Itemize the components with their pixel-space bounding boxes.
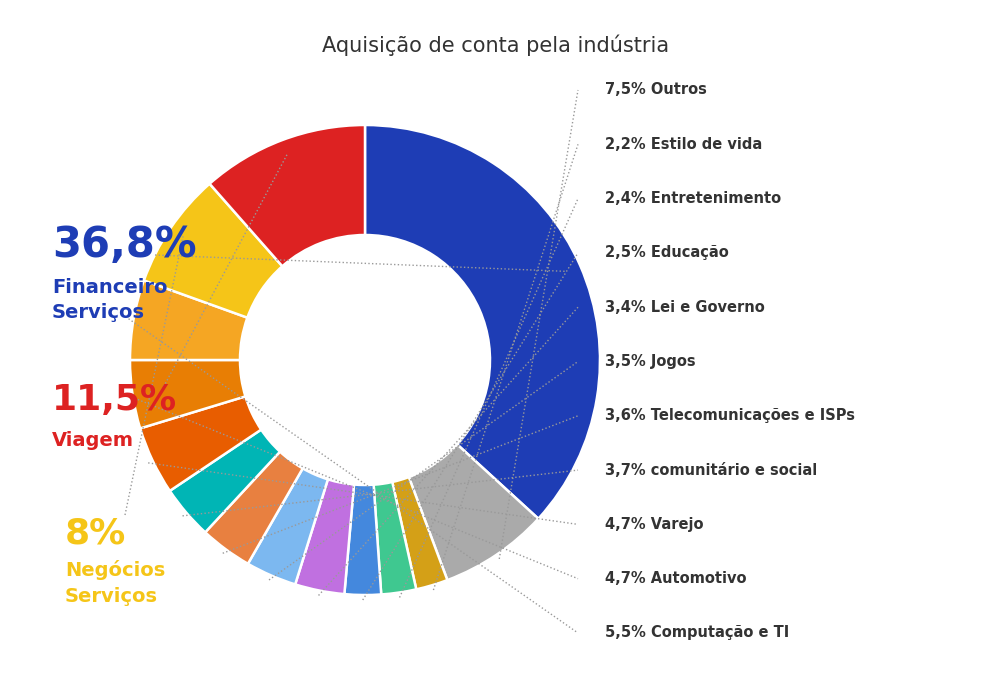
Wedge shape	[296, 479, 354, 594]
Text: Negócios
Serviços: Negócios Serviços	[65, 560, 166, 605]
Text: 3,4% Lei e Governo: 3,4% Lei e Governo	[605, 300, 765, 315]
Text: 4,7% Automotivo: 4,7% Automotivo	[605, 571, 747, 586]
Text: Viagem: Viagem	[52, 431, 134, 450]
Wedge shape	[140, 396, 261, 491]
Wedge shape	[374, 482, 417, 595]
Text: 36,8%: 36,8%	[52, 224, 196, 266]
Wedge shape	[130, 280, 247, 360]
Wedge shape	[409, 444, 539, 580]
Text: 2,4% Entretenimento: 2,4% Entretenimento	[605, 191, 781, 206]
Text: Financeiro
Serviços: Financeiro Serviços	[52, 278, 168, 322]
Wedge shape	[365, 125, 600, 518]
Wedge shape	[144, 184, 283, 318]
Text: 3,5% Jogos: 3,5% Jogos	[605, 354, 695, 369]
Text: 4,7% Varejo: 4,7% Varejo	[605, 517, 703, 532]
Text: 2,2% Estilo de vida: 2,2% Estilo de vida	[605, 137, 762, 152]
Wedge shape	[344, 485, 381, 595]
Wedge shape	[248, 468, 328, 585]
Text: 5,5% Computação e TI: 5,5% Computação e TI	[605, 626, 790, 641]
Wedge shape	[130, 360, 245, 429]
Wedge shape	[170, 429, 280, 533]
Text: 11,5%: 11,5%	[52, 383, 178, 417]
Wedge shape	[205, 452, 303, 564]
Text: Aquisição de conta pela indústria: Aquisição de conta pela indústria	[322, 35, 670, 57]
Wedge shape	[392, 477, 447, 589]
Text: 8%: 8%	[65, 516, 126, 550]
Wedge shape	[209, 125, 365, 266]
Text: 7,5% Outros: 7,5% Outros	[605, 82, 707, 97]
Text: 3,6% Telecomunicações e ISPs: 3,6% Telecomunicações e ISPs	[605, 408, 855, 423]
Text: 3,7% comunitário e social: 3,7% comunitário e social	[605, 462, 817, 478]
Text: 2,5% Educação: 2,5% Educação	[605, 246, 729, 261]
